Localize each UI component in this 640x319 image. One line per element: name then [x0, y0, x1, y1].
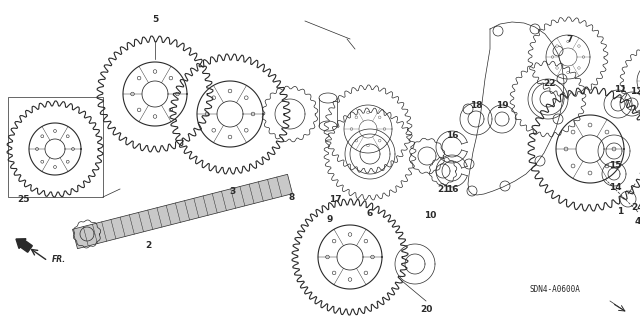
- Circle shape: [605, 164, 609, 168]
- Circle shape: [131, 92, 134, 96]
- Circle shape: [54, 130, 56, 132]
- Circle shape: [244, 96, 248, 100]
- Circle shape: [176, 92, 179, 96]
- Text: 19: 19: [496, 100, 508, 109]
- Text: FR.: FR.: [52, 255, 66, 263]
- Circle shape: [371, 255, 374, 259]
- Circle shape: [571, 130, 575, 134]
- Circle shape: [169, 76, 173, 80]
- Circle shape: [153, 115, 157, 118]
- Text: 18: 18: [470, 100, 483, 109]
- Circle shape: [364, 271, 368, 275]
- Circle shape: [556, 45, 558, 47]
- Circle shape: [212, 129, 216, 132]
- Circle shape: [350, 128, 353, 130]
- Text: 25: 25: [18, 195, 30, 204]
- Text: 1: 1: [617, 206, 623, 216]
- Text: 20: 20: [420, 305, 432, 314]
- Circle shape: [378, 139, 381, 142]
- Text: 7: 7: [567, 34, 573, 43]
- Circle shape: [72, 148, 74, 151]
- Text: 5: 5: [152, 14, 158, 24]
- Circle shape: [153, 70, 157, 73]
- Bar: [8, 97, 103, 197]
- Text: 3: 3: [229, 187, 235, 196]
- Text: 15: 15: [609, 160, 621, 169]
- Text: 21: 21: [438, 184, 451, 194]
- Circle shape: [612, 147, 616, 151]
- Text: 14: 14: [609, 182, 621, 191]
- Circle shape: [138, 108, 141, 112]
- Circle shape: [67, 135, 69, 138]
- Circle shape: [378, 116, 381, 119]
- Circle shape: [588, 123, 592, 127]
- Circle shape: [41, 135, 44, 138]
- Text: 6: 6: [367, 210, 373, 219]
- Polygon shape: [72, 174, 292, 249]
- Circle shape: [326, 255, 330, 259]
- Text: 9: 9: [327, 214, 333, 224]
- Circle shape: [605, 130, 609, 134]
- Circle shape: [348, 278, 352, 281]
- Circle shape: [551, 56, 554, 58]
- Text: 4: 4: [635, 217, 640, 226]
- FancyArrow shape: [16, 239, 33, 252]
- Circle shape: [355, 116, 358, 119]
- Circle shape: [567, 71, 569, 74]
- Circle shape: [138, 76, 141, 80]
- Circle shape: [36, 148, 38, 151]
- Circle shape: [556, 67, 558, 69]
- Circle shape: [169, 108, 173, 112]
- Circle shape: [578, 45, 580, 47]
- Text: 16: 16: [445, 131, 458, 140]
- Text: SDN4-A0600A: SDN4-A0600A: [529, 285, 580, 293]
- Text: 16: 16: [445, 184, 458, 194]
- Circle shape: [212, 96, 216, 100]
- Circle shape: [251, 112, 255, 116]
- Circle shape: [67, 160, 69, 163]
- Circle shape: [348, 233, 352, 236]
- Circle shape: [578, 67, 580, 69]
- Circle shape: [332, 271, 336, 275]
- Text: 11: 11: [614, 85, 627, 93]
- Circle shape: [588, 171, 592, 175]
- Text: 17: 17: [329, 195, 341, 204]
- Text: 24: 24: [632, 203, 640, 211]
- Circle shape: [564, 147, 568, 151]
- Circle shape: [355, 139, 358, 142]
- Circle shape: [228, 89, 232, 93]
- Circle shape: [571, 164, 575, 168]
- Text: 8: 8: [289, 194, 295, 203]
- Circle shape: [244, 129, 248, 132]
- Circle shape: [54, 166, 56, 168]
- Circle shape: [332, 239, 336, 243]
- Circle shape: [364, 239, 368, 243]
- Circle shape: [205, 112, 209, 116]
- Text: 22: 22: [544, 79, 556, 88]
- Circle shape: [41, 160, 44, 163]
- Circle shape: [567, 40, 569, 43]
- Circle shape: [383, 128, 386, 130]
- Circle shape: [228, 135, 232, 139]
- Circle shape: [367, 111, 369, 114]
- Circle shape: [367, 144, 369, 147]
- Circle shape: [582, 56, 585, 58]
- Text: 10: 10: [424, 211, 436, 220]
- Text: 12: 12: [630, 86, 640, 95]
- Text: 2: 2: [145, 241, 151, 249]
